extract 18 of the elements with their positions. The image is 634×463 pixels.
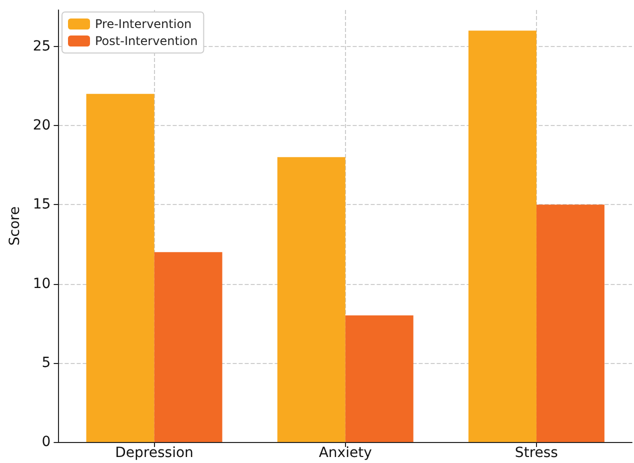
bar: [277, 157, 346, 442]
bar: [468, 30, 536, 442]
y-tick-label: 5: [42, 354, 51, 371]
x-tick-label: Stress: [514, 445, 558, 461]
x-tick-label: Anxiety: [318, 445, 372, 461]
bar: [154, 252, 222, 442]
y-tick-label: 20: [32, 118, 51, 134]
legend-label: Post-Intervention: [95, 34, 198, 48]
y-tick-label: 15: [32, 196, 51, 213]
y-tick-label: 25: [32, 38, 51, 54]
bar: [345, 315, 414, 442]
x-tick-label: Depression: [115, 445, 194, 461]
y-tick-label: 10: [32, 276, 51, 292]
y-tick-label: 0: [42, 434, 51, 450]
legend-label: Pre-Intervention: [95, 17, 192, 31]
bar: [86, 94, 154, 442]
y-axis-title: Score: [7, 206, 23, 246]
bar: [536, 204, 604, 442]
